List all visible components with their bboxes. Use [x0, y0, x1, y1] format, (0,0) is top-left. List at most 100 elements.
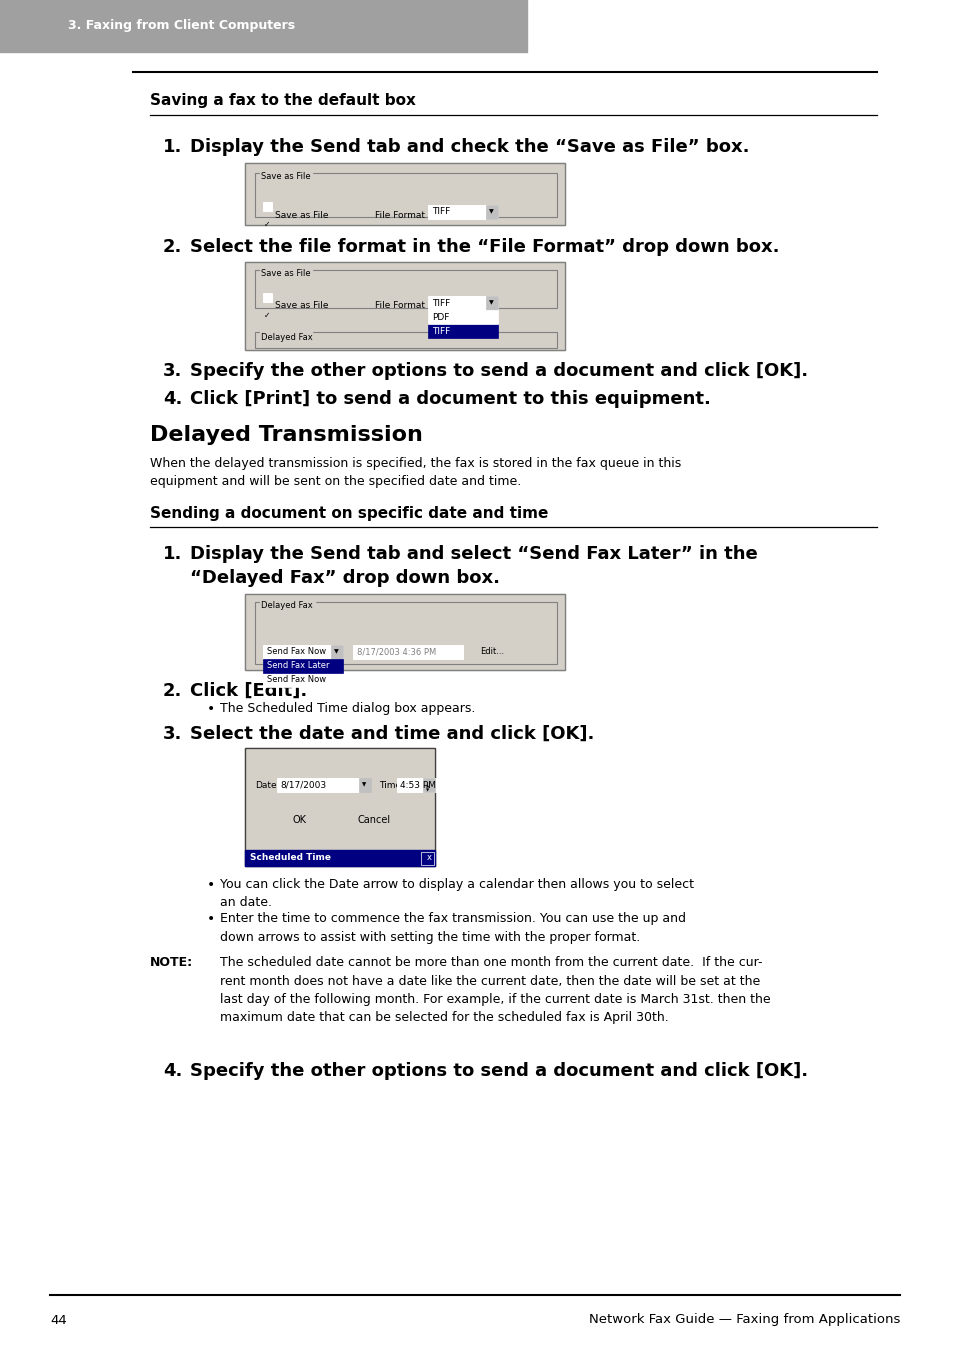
Bar: [263, 644, 343, 659]
Text: File Format: File Format: [375, 210, 424, 220]
Text: 3.: 3.: [163, 725, 182, 743]
Bar: [273, 811, 328, 830]
Bar: [254, 270, 557, 307]
Text: 44: 44: [50, 1313, 67, 1326]
Text: Sending a document on specific date and time: Sending a document on specific date and …: [150, 506, 548, 520]
Bar: [245, 748, 435, 865]
Bar: [263, 659, 343, 673]
Text: Date:: Date:: [254, 782, 279, 790]
Text: Cancel: Cancel: [357, 816, 390, 825]
Text: The scheduled date cannot be more than one month from the current date.  If the : The scheduled date cannot be more than o…: [220, 956, 770, 1024]
Text: ▼: ▼: [334, 650, 338, 655]
Text: Send Fax Later: Send Fax Later: [267, 662, 329, 670]
Bar: [263, 202, 272, 212]
Bar: [422, 778, 435, 793]
Text: 2.: 2.: [163, 239, 182, 256]
Bar: [245, 163, 564, 225]
Text: ▼: ▼: [489, 301, 494, 306]
Text: Edit...: Edit...: [479, 647, 503, 656]
Text: Network Fax Guide — Faxing from Applications: Network Fax Guide — Faxing from Applicat…: [588, 1313, 899, 1326]
Bar: [254, 332, 557, 348]
Bar: [254, 173, 557, 217]
Bar: [276, 778, 358, 793]
Text: ✓: ✓: [263, 310, 270, 319]
Bar: [428, 297, 497, 310]
Text: TIFF: TIFF: [432, 326, 450, 336]
Text: You can click the Date arrow to display a calendar then allows you to select
an : You can click the Date arrow to display …: [220, 878, 693, 910]
Bar: [263, 673, 343, 687]
Bar: [260, 329, 312, 337]
Text: OK: OK: [293, 816, 307, 825]
Bar: [245, 594, 564, 670]
Bar: [245, 851, 435, 865]
Text: 3. Faxing from Client Computers: 3. Faxing from Client Computers: [68, 19, 294, 32]
Text: 3.: 3.: [163, 363, 182, 380]
Text: 1.: 1.: [163, 545, 182, 563]
Bar: [263, 293, 272, 302]
Bar: [260, 168, 312, 177]
Text: Scheduled Time: Scheduled Time: [250, 853, 331, 863]
Text: 1.: 1.: [163, 137, 182, 156]
Text: Send Fax Now: Send Fax Now: [267, 647, 326, 656]
Text: ▼: ▼: [361, 782, 366, 787]
Text: Select the file format in the “File Format” drop down box.: Select the file format in the “File Form…: [190, 239, 779, 256]
Text: Save as File: Save as File: [274, 210, 328, 220]
Text: 2.: 2.: [163, 682, 182, 700]
Text: Save as File: Save as File: [274, 302, 328, 310]
Text: Click [Print] to send a document to this equipment.: Click [Print] to send a document to this…: [190, 390, 710, 408]
Bar: [353, 644, 462, 659]
Text: PDF: PDF: [432, 313, 449, 322]
Text: 8/17/2003: 8/17/2003: [280, 780, 326, 790]
Text: When the delayed transmission is specified, the fax is stored in the fax queue i: When the delayed transmission is specifi…: [150, 457, 680, 488]
Text: Save as File: Save as File: [261, 173, 311, 181]
Bar: [358, 778, 371, 793]
Text: •: •: [207, 702, 215, 716]
Bar: [420, 852, 434, 865]
Text: Specify the other options to send a document and click [OK].: Specify the other options to send a docu…: [190, 1062, 807, 1080]
Bar: [331, 644, 343, 659]
Text: ▲
▼: ▲ ▼: [426, 785, 429, 793]
Text: Display the Send tab and check the “Save as File” box.: Display the Send tab and check the “Save…: [190, 137, 749, 156]
Text: 4.: 4.: [163, 390, 182, 408]
Text: x: x: [427, 853, 432, 863]
Bar: [0, 0, 526, 53]
Bar: [485, 205, 497, 218]
Text: File Format: File Format: [375, 302, 424, 310]
Text: Specify the other options to send a document and click [OK].: Specify the other options to send a docu…: [190, 363, 807, 380]
Bar: [428, 324, 497, 338]
Bar: [428, 310, 497, 324]
Text: The Scheduled Time dialog box appears.: The Scheduled Time dialog box appears.: [220, 702, 475, 714]
Bar: [396, 778, 449, 793]
Text: 8/17/2003 4:36 PM: 8/17/2003 4:36 PM: [356, 647, 436, 656]
Text: 4.: 4.: [163, 1062, 182, 1080]
Text: Save as File: Save as File: [261, 270, 311, 278]
Bar: [260, 266, 312, 274]
Bar: [247, 749, 433, 851]
Text: Display the Send tab and select “Send Fax Later” in the
“Delayed Fax” drop down : Display the Send tab and select “Send Fa…: [190, 545, 757, 586]
Text: NOTE:: NOTE:: [150, 956, 193, 969]
Bar: [245, 262, 564, 350]
Text: TIFF: TIFF: [432, 208, 450, 217]
Bar: [245, 594, 564, 670]
Text: Delayed Fax: Delayed Fax: [261, 333, 313, 342]
Bar: [254, 603, 557, 665]
Bar: [485, 297, 497, 310]
Bar: [428, 205, 497, 218]
Text: Time:: Time:: [378, 782, 403, 790]
Text: TIFF: TIFF: [432, 298, 450, 307]
Text: ✓: ✓: [263, 220, 270, 229]
Text: Enter the time to commence the fax transmission. You can use the up and
down arr: Enter the time to commence the fax trans…: [220, 913, 685, 944]
Bar: [245, 262, 564, 350]
Text: Send Fax Now: Send Fax Now: [267, 675, 326, 685]
Text: Delayed Transmission: Delayed Transmission: [150, 425, 422, 445]
Bar: [260, 597, 314, 605]
Text: Select the date and time and click [OK].: Select the date and time and click [OK].: [190, 725, 594, 743]
Text: ▼: ▼: [489, 209, 494, 214]
Bar: [245, 163, 564, 225]
Text: •: •: [207, 913, 215, 926]
Text: Saving a fax to the default box: Saving a fax to the default box: [150, 93, 416, 108]
Text: Click [Edit].: Click [Edit].: [190, 682, 307, 700]
Bar: [343, 811, 405, 830]
Bar: [245, 748, 435, 865]
Text: Delayed Fax: Delayed Fax: [261, 601, 313, 611]
